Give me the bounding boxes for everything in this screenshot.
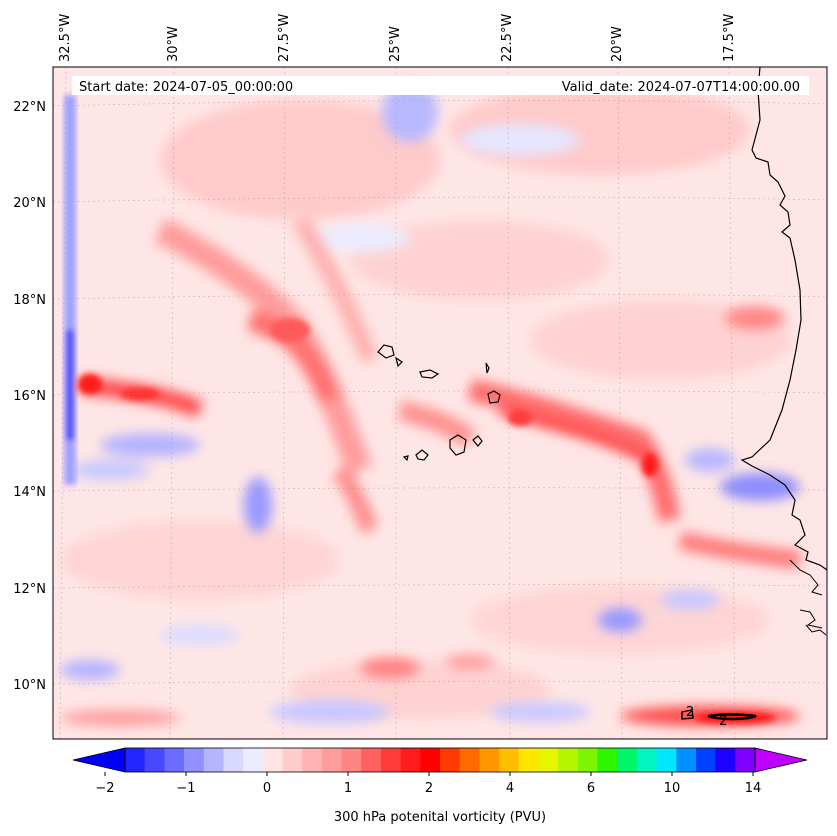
colorbar-cell xyxy=(125,748,146,772)
colorbar-tick-label: 2 xyxy=(425,781,433,796)
colorbar-cell xyxy=(577,748,598,772)
colorbar-tick-label: 10 xyxy=(664,781,681,796)
lon-label: 30°W xyxy=(166,26,181,62)
colorbar-cell xyxy=(597,748,618,772)
colorbar-cell xyxy=(695,748,717,772)
colorbar-cell xyxy=(164,748,185,772)
colorbar-tick-label: 4 xyxy=(506,781,514,796)
cape-verde-islands xyxy=(377,344,501,462)
lat-label: 20°N xyxy=(13,196,46,211)
colorbar-cell xyxy=(400,748,421,772)
lat-label: 12°N xyxy=(13,582,46,597)
colorbar-cell xyxy=(361,748,382,772)
colorbar-cell xyxy=(341,748,362,772)
colorbar-tick-label: 6 xyxy=(587,781,595,796)
colorbar-cell xyxy=(321,748,342,772)
colorbar-cell xyxy=(617,748,638,772)
longitude-labels: 32.5°W 30°W 27.5°W 25°W 22.5°W 20°W 17.5… xyxy=(58,14,737,62)
latitude-labels: 22°N 20°N 18°N 16°N 14°N 12°N 10°N xyxy=(13,100,46,693)
colorbar-cell xyxy=(302,748,323,772)
start-date: Start date: 2024-07-05_00:00:00 xyxy=(79,80,293,95)
colorbar-min-extend xyxy=(72,747,126,773)
colorbar-cell xyxy=(223,748,244,772)
colorbar-cell xyxy=(262,748,283,772)
colorbar-cell xyxy=(636,748,657,772)
colorbar-tick-label: −2 xyxy=(95,781,114,796)
colorbar-cell xyxy=(380,748,402,772)
colorbar-cell xyxy=(735,748,756,772)
lon-label: 20°W xyxy=(610,26,625,62)
colorbar-tick-label: 14 xyxy=(745,781,762,796)
africa-coastline xyxy=(740,67,827,571)
colorbar-cell xyxy=(144,748,165,772)
lat-label: 14°N xyxy=(13,485,46,500)
colorbar: −2 −1 0 1 2 4 6 10 14 300 hPa potenital … xyxy=(72,747,808,825)
lat-label: 10°N xyxy=(13,678,46,693)
colorbar-cell xyxy=(715,748,736,772)
colorbar-tick-label: 0 xyxy=(263,781,271,796)
contour-label: 2 xyxy=(719,714,727,729)
colorbar-cell xyxy=(656,748,677,772)
colorbar-cell xyxy=(184,748,205,772)
colorbar-title: 300 hPa potenital vorticity (PVU) xyxy=(334,810,546,825)
valid-date: Valid_date: 2024-07-07T14:00:00.00 xyxy=(562,80,800,95)
lon-label: 17.5°W xyxy=(722,14,737,62)
colorbar-cell xyxy=(440,748,461,772)
colorbar-max-extend xyxy=(754,747,808,773)
pv-field: 2 2 xyxy=(53,67,827,739)
date-info-box xyxy=(72,76,809,95)
colorbar-cell xyxy=(282,748,303,772)
lon-label: 22.5°W xyxy=(500,14,515,62)
map-frame xyxy=(52,66,828,740)
lon-label: 25°W xyxy=(388,26,403,62)
lat-label: 22°N xyxy=(13,100,46,115)
pv-2-contour xyxy=(681,709,757,721)
colorbar-tick-label: 1 xyxy=(344,781,352,796)
contour-label: 2 xyxy=(686,705,694,720)
colorbar-cell xyxy=(203,748,224,772)
lon-label: 27.5°W xyxy=(277,14,292,62)
colorbar-cell xyxy=(558,748,579,772)
colorbar-cell xyxy=(479,748,500,772)
colorbar-cell xyxy=(538,748,559,772)
colorbar-cell xyxy=(243,748,264,772)
colorbar-cell xyxy=(420,748,441,772)
colorbar-cell xyxy=(499,748,520,772)
colorbar-tick-label: −1 xyxy=(176,781,195,796)
lat-label: 18°N xyxy=(13,293,46,308)
lat-label: 16°N xyxy=(13,389,46,404)
colorbar-ticks xyxy=(104,772,754,776)
colorbar-cell xyxy=(459,748,480,772)
lon-label: 32.5°W xyxy=(58,14,73,62)
colorbar-cell xyxy=(676,748,697,772)
colorbar-cell xyxy=(518,748,539,772)
